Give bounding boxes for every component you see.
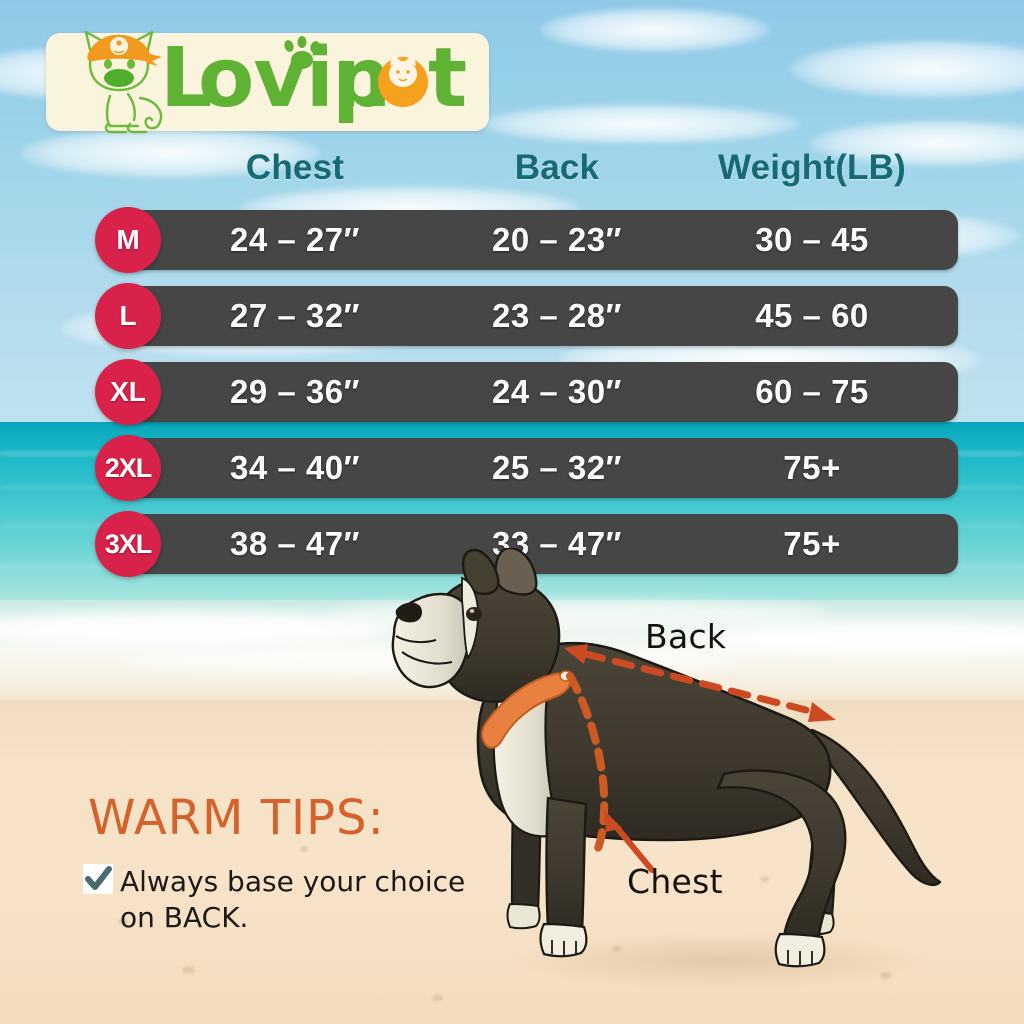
column-header-weight: Weight(LB) (718, 148, 906, 187)
sand-speck (182, 966, 195, 974)
dog-eye (466, 607, 482, 621)
table-header-row: Chest Back Weight(LB) (0, 148, 1024, 200)
cell-weight: 75+ (783, 525, 841, 562)
dog-paw (506, 902, 541, 930)
sand-speck (118, 918, 128, 925)
cell-back: 20 – 23″ (492, 221, 622, 258)
dog-illustration (391, 548, 942, 968)
size-badge-l: L (95, 283, 161, 349)
cell-chest: 38 – 47″ (230, 525, 360, 562)
chest-pointer-arrow (604, 810, 655, 873)
cat-face-icon (378, 54, 428, 107)
back-measure-arrow (564, 644, 836, 722)
dog-collar (480, 672, 572, 749)
cell-back: 23 – 28″ (492, 297, 622, 334)
dog-mouth-line (395, 635, 437, 644)
dog-ear-far (462, 548, 500, 596)
table-row: 29 – 36″ 24 – 30″ 60 – 75 (120, 362, 958, 422)
cell-chest: 27 – 32″ (230, 297, 360, 334)
sand-speck (432, 994, 443, 1001)
size-badge-m: M (95, 207, 161, 273)
warm-tips-title: WARM TIPS: (88, 790, 385, 846)
cloud-icon (810, 120, 1024, 166)
cloud-icon (480, 104, 800, 144)
cloud-icon (20, 128, 320, 178)
cell-back: 24 – 30″ (492, 373, 622, 410)
column-header-back: Back (514, 148, 600, 187)
foam-wisp (700, 622, 1024, 656)
warm-tips-item: Always base your choice on BACK. (120, 865, 466, 934)
paw-print-icon (284, 36, 320, 69)
chest-measure-line (566, 672, 609, 852)
dog-jaw-line (401, 651, 453, 665)
table-row: 34 – 40″ 25 – 32″ 75+ (120, 438, 958, 498)
sand-speck (612, 946, 621, 952)
table-row: 27 – 32″ 23 – 28″ 45 – 60 (120, 286, 958, 346)
cell-chest: 29 – 36″ (230, 373, 360, 410)
dog-front-near-leg (545, 796, 588, 934)
svg-text:L: L (160, 31, 211, 126)
cell-back: 25 – 32″ (492, 449, 622, 486)
cell-chest: 34 – 40″ (230, 449, 360, 486)
sand-speck (760, 876, 769, 882)
cell-weight: 30 – 45 (755, 221, 869, 258)
cell-weight: 60 – 75 (755, 373, 869, 410)
sand-speck (880, 972, 892, 979)
column-header-chest: Chest (245, 148, 345, 187)
table-row: 24 – 27″ 20 – 23″ 30 – 45 (120, 210, 958, 270)
back-measure-label: Back (645, 617, 727, 656)
dog-toe-lines (787, 950, 813, 965)
size-badge-3xl: 3XL (95, 511, 161, 577)
svg-text:t: t (428, 31, 466, 126)
cell-chest: 24 – 27″ (230, 221, 360, 258)
foam-wisp (0, 612, 390, 646)
chest-measure-label: Chest (627, 862, 723, 901)
arrowhead (604, 810, 622, 832)
dog-nose (395, 602, 422, 623)
cloud-icon (540, 8, 770, 52)
size-badge-xl: XL (95, 359, 161, 425)
arrowhead-left (564, 644, 588, 664)
cell-weight: 45 – 60 (755, 297, 869, 334)
size-badge-2xl: 2XL (95, 435, 161, 501)
green-cat-mascot-icon (84, 30, 163, 134)
sand-speck (300, 846, 308, 852)
dog-toe-lines (551, 940, 577, 955)
checkmark-icon (83, 864, 113, 894)
brand-wordmark: L ovin p t (160, 31, 467, 126)
arrowhead-right (808, 702, 836, 722)
cell-weight: 75+ (783, 449, 841, 486)
dog-ear-near (494, 548, 538, 596)
cloud-icon (790, 40, 1024, 98)
svg-text:ovin: ovin (198, 31, 390, 126)
dog-eye-highlight (469, 609, 475, 613)
dog-tail (810, 728, 942, 886)
table-row: 38 – 47″ 33 – 47″ 75+ (120, 514, 958, 574)
